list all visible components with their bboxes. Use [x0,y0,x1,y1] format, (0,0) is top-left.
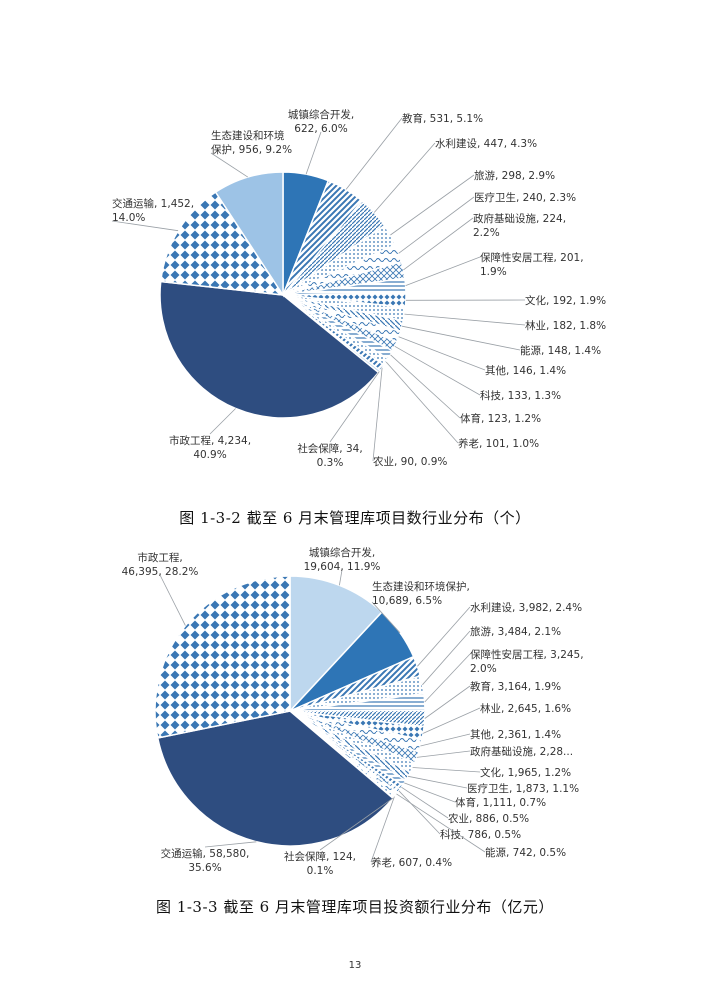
pie-labels: 城镇综合开发, 19,604, 11.9% 生态建设和环境保护, 10,689, 6.… [122,546,584,877]
data-label: 其他, 146, 1.4% [485,364,566,377]
leader-line [390,354,461,419]
leader-line [404,782,456,803]
leader-line [405,256,481,286]
data-label: 医疗卫生, 240, 2.3% [474,191,576,204]
leader-line [398,196,475,254]
data-label: 能源, 742, 0.5% [485,846,566,859]
leader-line [412,767,481,773]
pie-chart-project-count: 城镇综合开发, 622, 6.0% 教育, 531, 5.1% 水利建设, 447, … [111,108,606,469]
leader-line [370,796,395,863]
data-label: 旅游, 3,484, 2.1% [470,625,561,638]
page-number: 13 [348,960,362,971]
leader-line [396,793,486,853]
leader-line [416,750,471,758]
data-label: 科技, 786, 0.5% [440,828,521,841]
leader-line [159,574,186,626]
data-label: 生态建设和环境保护, 956, 9.2% [211,129,292,156]
slice-e5b882e694bfe5b7a5e7a88b [159,280,380,419]
data-label: 林业, 182, 1.8% [525,319,606,332]
pie-slices [154,575,426,847]
leader-line [204,841,257,848]
slice-e5b882e694bfe5b7a5e7a88b [154,575,291,739]
leader-line [319,797,394,851]
data-label: 社会保障, 124, 0.1% [284,850,356,877]
leader-line [371,601,401,634]
leader-line [329,371,380,443]
data-label: 教育, 3,164, 1.9% [470,680,561,693]
leader-line [404,313,526,326]
data-label: 保障性安居工程, 3,245, 2.0% [470,648,584,675]
leader-line [424,685,471,719]
leader-line [372,367,383,462]
leader-line [210,152,249,178]
leader-line [417,606,471,667]
leader-line [339,569,343,586]
data-label: 医疗卫生, 1,873, 1.1% [467,782,579,795]
leader-line [345,117,403,190]
leader-line [422,707,481,734]
leader-line [385,361,459,444]
leader-line [420,733,471,747]
data-label: 能源, 148, 1.4% [520,344,601,357]
data-label: 交通运输, 58,580, 35.6% [161,847,250,874]
leader-line [408,775,468,789]
data-label: 养老, 607, 0.4% [371,856,452,869]
data-label: 其他, 2,361, 1.4% [470,728,561,741]
data-label: 城镇综合开发, 622, 6.0% [288,108,354,135]
leader-line [424,653,471,703]
data-label: 社会保障, 34, 0.3% [297,442,362,469]
leader-line [422,630,471,686]
data-label: 文化, 1,965, 1.2% [480,766,571,779]
data-label: 政府基础设施, 2,28... [470,745,573,758]
figure-caption-1-3-2: 图 1-3-2 截至 6 月末管理库项目数行业分布（个） [179,509,531,527]
pie-chart-investment: 城镇综合开发, 19,604, 11.9% 生态建设和环境保护, 10,689, 6.… [122,546,584,877]
slice-e4baa4e9809ae8bf90e8be93 [159,191,285,296]
data-label: 城镇综合开发, 19,604, 11.9% [304,546,381,573]
data-label: 交通运输, 1,452, 14.0% [112,197,194,224]
slice-e4baa4e9809ae8bf90e8be93 [156,710,395,847]
leader-line [398,790,441,835]
pie-labels: 城镇综合开发, 622, 6.0% 教育, 531, 5.1% 水利建设, 447, … [111,108,606,469]
data-label: 水利建设, 3,982, 2.4% [470,601,582,614]
data-label: 水利建设, 447, 4.3% [435,137,537,150]
slice-e7949fe68081e5bbbae8aebee5928ce78eafe5a283e4bf9de68aa4 [214,171,284,298]
data-label: 文化, 192, 1.9% [525,294,606,307]
leader-line [373,142,436,213]
data-label: 养老, 101, 1.0% [458,437,539,450]
data-label: 体育, 1,111, 0.7% [455,796,546,809]
data-label: 林业, 2,645, 1.6% [480,702,571,715]
leader-line [403,217,474,271]
data-label: 农业, 90, 0.9% [373,455,447,468]
leader-line [394,345,481,396]
data-label: 生态建设和环境保护, 10,689, 6.5% [372,580,470,607]
leader-line [305,131,322,175]
data-label: 农业, 886, 0.5% [448,812,529,825]
data-label: 市政工程, 4,234, 40.9% [169,434,251,461]
data-label: 教育, 531, 5.1% [402,112,483,125]
data-label: 旅游, 298, 2.9% [474,169,555,182]
leader-line [111,220,179,232]
data-label: 保障性安居工程, 201, 1.9% [480,251,584,278]
data-label: 科技, 133, 1.3% [480,389,561,402]
data-label: 体育, 123, 1.2% [460,412,541,425]
leader-line [398,336,486,371]
figure-caption-1-3-3: 图 1-3-3 截至 6 月末管理库项目投资额行业分布（亿元） [156,898,554,916]
leader-line [401,786,449,819]
leader-line [401,325,521,351]
data-label: 市政工程, 46,395, 28.2% [122,551,199,578]
data-label: 政府基础设施, 224, 2.2% [473,212,566,239]
pie-slices [159,171,407,419]
leader-line [209,408,236,435]
leader-line [390,174,475,236]
